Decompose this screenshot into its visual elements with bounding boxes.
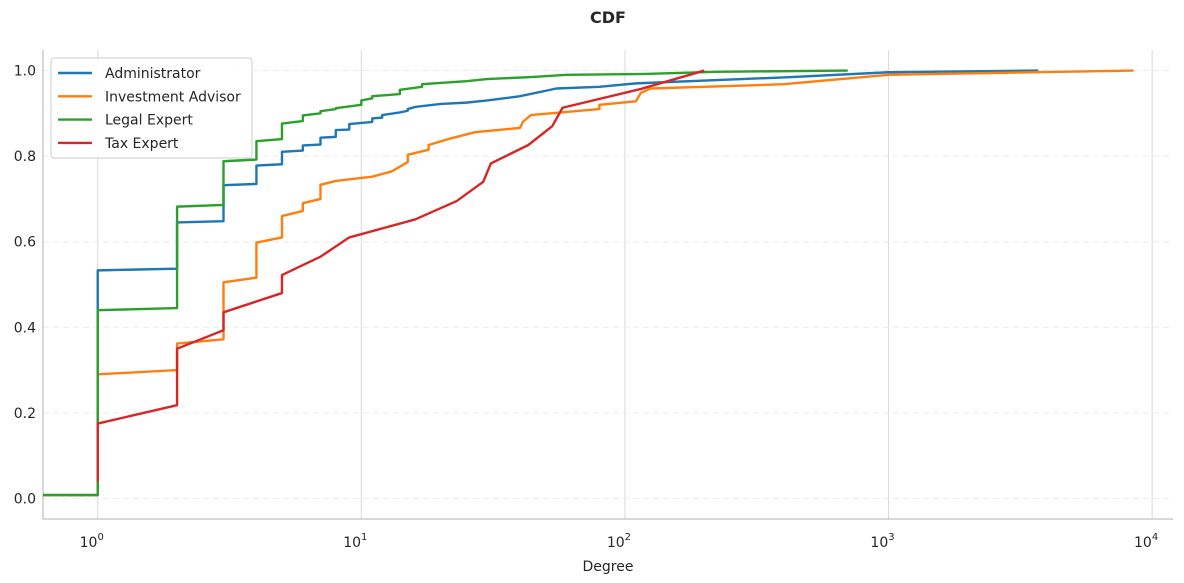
series-line-legal-expert <box>43 69 848 497</box>
x-tick-label: 100 <box>80 532 104 551</box>
series-line-tax-expert <box>96 69 705 482</box>
series-layer <box>43 69 1134 497</box>
axes-layer <box>42 50 1173 520</box>
legend-items: Administrator Investment Advisor Legal Exp… <box>58 66 241 152</box>
y-tick-label: 0.0 <box>14 491 36 507</box>
x-tick-label: 102 <box>607 532 631 551</box>
legend-label-administrator: Administrator <box>105 66 201 82</box>
legend: Administrator Investment Advisor Legal Exp… <box>50 57 253 159</box>
x-tick-label: 104 <box>1134 532 1158 551</box>
y-tick-label: 1.0 <box>14 64 36 80</box>
series-line-investment-advisor <box>43 69 1134 497</box>
legend-box <box>50 57 253 159</box>
chart-title: CDF <box>590 8 626 27</box>
ticks-layer: 100 101 102 103 104 0.0 0.2 0.4 0.6 0.8 1.0 <box>14 64 1158 551</box>
x-tick-label: 101 <box>343 532 367 551</box>
legend-label-tax-expert: Tax Expert <box>104 136 179 152</box>
x-axis-label: Degree <box>583 559 634 575</box>
y-tick-label: 0.4 <box>14 320 36 336</box>
y-tick-label: 0.2 <box>14 406 36 422</box>
legend-label-investment-advisor: Investment Advisor <box>105 89 241 105</box>
x-tick-label: 103 <box>870 532 894 551</box>
legend-label-legal-expert: Legal Expert <box>105 113 193 129</box>
y-tick-label: 0.6 <box>14 235 36 251</box>
y-tick-label: 0.8 <box>14 149 36 165</box>
